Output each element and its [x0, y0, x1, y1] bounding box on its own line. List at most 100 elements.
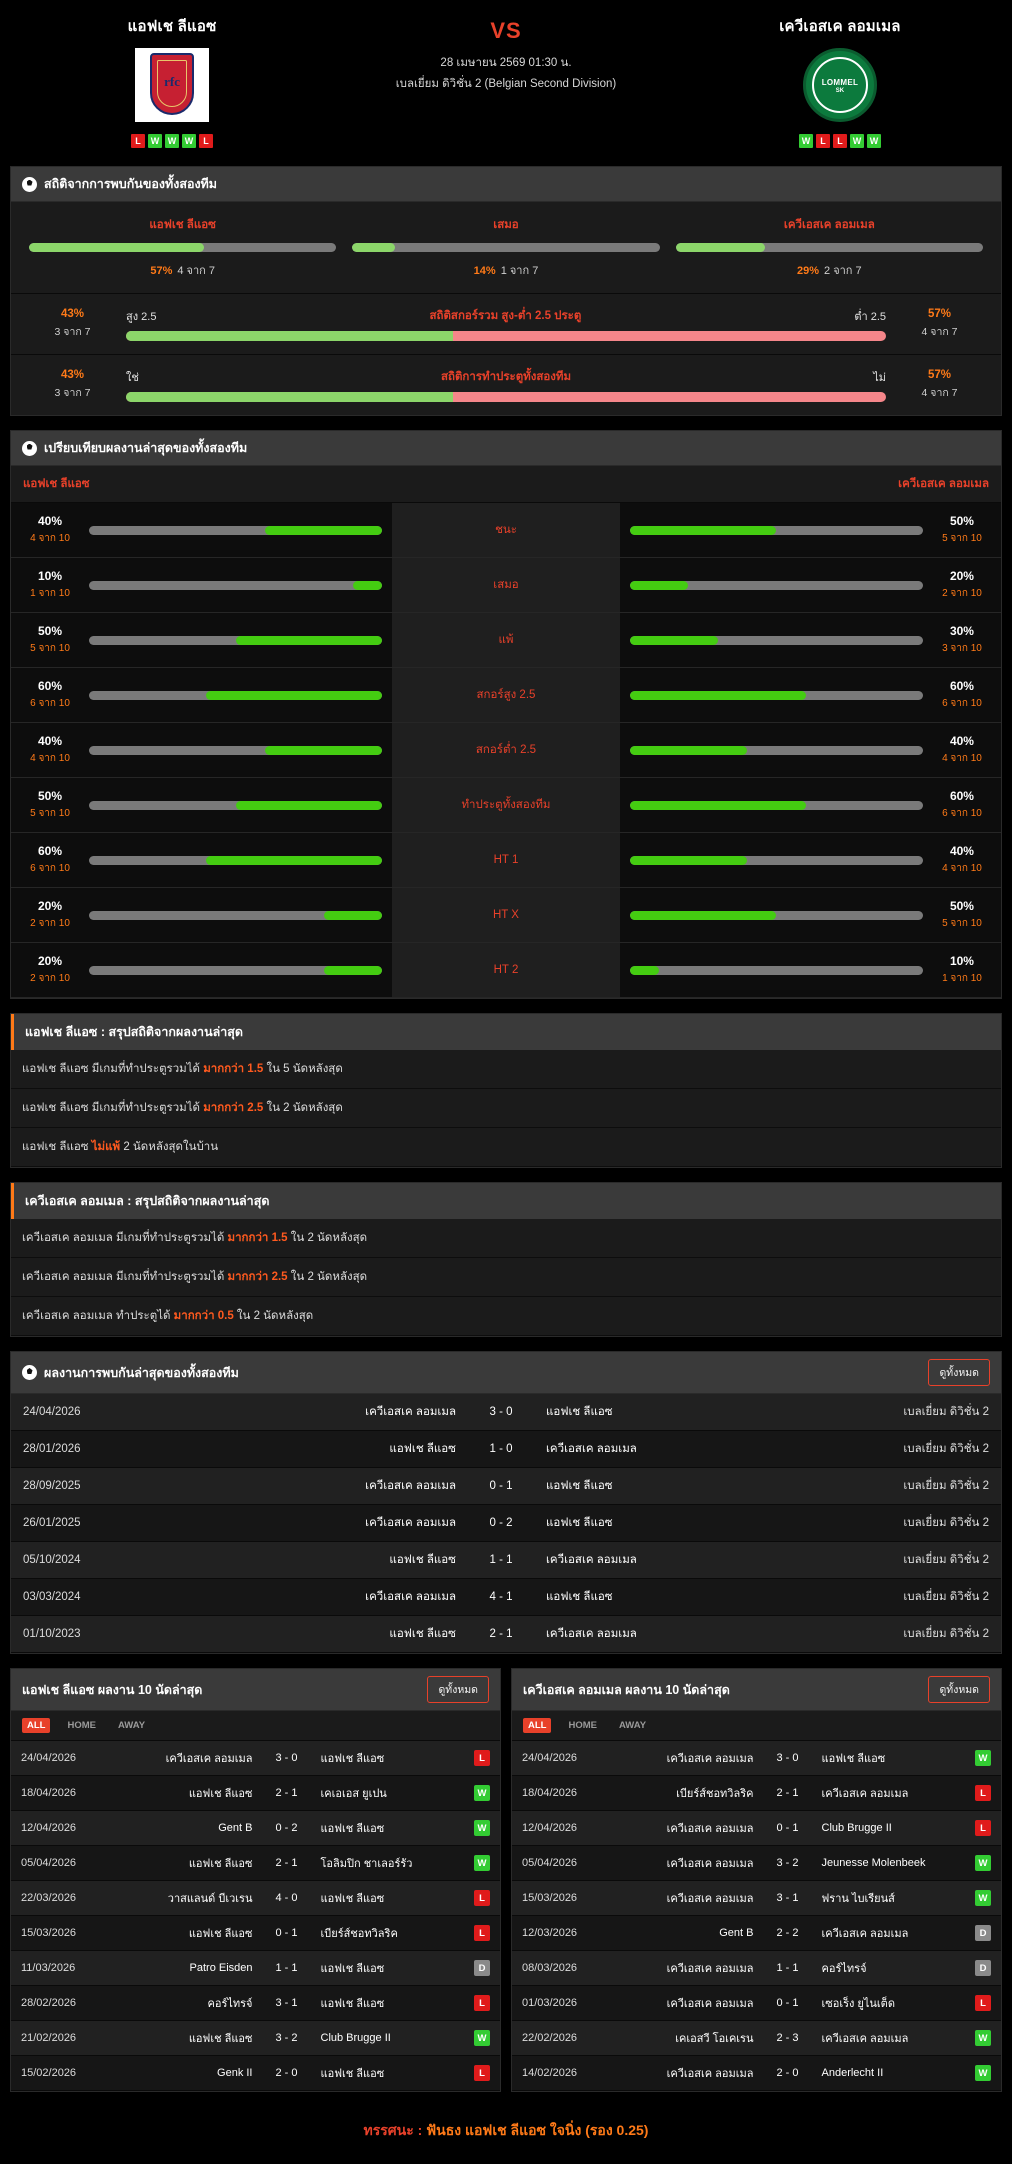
- football-icon: [22, 440, 37, 456]
- summary-line: แอฟเช ลีแอซ ไม่แพ้ 2 นัดหลังสุดในบ้าน: [11, 1128, 1001, 1167]
- compare-metric-label: สกอร์สูง 2.5: [392, 668, 620, 722]
- result-home-team: แอฟเช ลีแอซ: [389, 1628, 456, 1640]
- list-item: 15/03/2026 แอฟเช ลีแอซ 0 - 1 เบียร์ส์ชอทวิล…: [11, 1916, 500, 1951]
- result-date: 24/04/2026: [23, 1406, 81, 1418]
- away-crest-sub: SK: [835, 87, 845, 94]
- h2h-split-right-pct: 57%: [927, 308, 952, 320]
- home-last10-see-all-button[interactable]: ดูทั้งหมด: [427, 1676, 489, 1703]
- result-league: เบลเยี่ยม ดิวิชั่น 2: [903, 1517, 989, 1529]
- result-score: 1 - 1: [489, 1554, 513, 1566]
- compare-away-cell: 60% 6 จาก 10: [619, 778, 1001, 832]
- h2h-segment-label: เสมอ: [493, 219, 519, 231]
- match-away-team: เคเอเอส ยูเปน: [320, 1788, 387, 1800]
- compare-home-bar-fill: [264, 745, 383, 755]
- home-filter-away[interactable]: AWAY: [117, 1720, 146, 1731]
- summary-line-pre: เควีเอสเค ลอมเมล มีเกมที่ทำประตูรวมได้: [22, 1232, 228, 1244]
- compare-home-bar-fill: [235, 800, 383, 810]
- list-item: 05/04/2026 เควีเอสเค ลอมเมล 3 - 2 Jeunesse …: [512, 1846, 1001, 1881]
- h2h-three-way: แอฟเช ลีแอซ 57% 4 จาก 7 เสมอ 14% 1 จาก 7 เควีเ…: [11, 202, 1001, 293]
- compare-away-bar-fill: [629, 635, 718, 645]
- away-last10-title: เควีเอสเค ลอมเมล ผลงาน 10 นัดล่าสุด: [523, 1682, 730, 1697]
- h2h-segment-pct: 57%: [150, 265, 173, 277]
- list-item: 18/04/2026 เบียร์ส์ชอทวิลริค 2 - 1 เควีเอสเ…: [512, 1776, 1001, 1811]
- compare-away-sub: 3 จาก 10: [942, 643, 982, 654]
- compare-home-value: 20% 2 จาก 10: [21, 899, 79, 931]
- form-badge-l: L: [832, 134, 847, 148]
- match-away-team: เควีเอสเค ลอมเมล: [821, 2033, 909, 2045]
- match-home-team: Genk II: [217, 2067, 253, 2079]
- h2h-segment-bar-fill: [352, 243, 396, 252]
- compare-away-bar: [629, 800, 923, 810]
- h2h-split-right-sub: 4 จาก 7: [921, 326, 958, 338]
- compare-home-bar-fill: [235, 635, 383, 645]
- result-league: เบลเยี่ยม ดิวิชั่น 2: [903, 1628, 989, 1640]
- match-date: 11/03/2026: [21, 1962, 76, 1974]
- compare-away-bar: [629, 580, 923, 590]
- h2h-segment-bar: [675, 243, 983, 252]
- result-league: เบลเยี่ยม ดิวิชั่น 2: [903, 1406, 989, 1418]
- match-result-badge-w: W: [975, 2065, 991, 2081]
- h2h-split-labels: ใช่ สถิติการทำประตูทั้งสองทีม ไม่: [126, 368, 886, 386]
- result-home-team: เควีเอสเค ลอมเมล: [365, 1480, 456, 1492]
- match-away-team: แอฟเช ลีแอซ: [320, 1893, 385, 1905]
- away-summary-panel: เควีเอสเค ลอมเมล : สรุปสถิติจากผลงานล่าส…: [10, 1182, 1002, 1337]
- result-away-team: แอฟเช ลีแอซ: [546, 1517, 613, 1529]
- h2h-split-left-pct: 43%: [60, 369, 85, 381]
- compare-metric-label: HT 1: [392, 833, 620, 887]
- home-last10-filters: ALL HOME AWAY: [11, 1711, 500, 1741]
- compare-away-value: 50% 5 จาก 10: [933, 514, 991, 546]
- compare-team-names: แอฟเช ลีแอซ เควีเอสเค ลอมเมล: [11, 466, 1001, 503]
- compare-home-value: 60% 6 จาก 10: [21, 844, 79, 876]
- away-filter-away[interactable]: AWAY: [618, 1720, 647, 1731]
- result-score: 1 - 0: [489, 1443, 513, 1455]
- compare-home-pct: 20%: [37, 954, 63, 968]
- h2h-stats-header: สถิติจากการพบกันของทั้งสองทีม: [11, 167, 1001, 202]
- match-result-badge-w: W: [975, 1855, 991, 1871]
- summary-line-emphasis: มากกว่า 1.5: [203, 1063, 264, 1075]
- match-result-badge-d: D: [975, 1960, 991, 1976]
- away-last10-see-all-button[interactable]: ดูทั้งหมด: [928, 1676, 990, 1703]
- table-row: 28/09/2025 เควีเอสเค ลอมเมล 0 - 1 แอฟเช ลีแ…: [11, 1468, 1001, 1505]
- h2h-see-all-button[interactable]: ดูทั้งหมด: [928, 1359, 990, 1386]
- compare-home-value: 50% 5 จาก 10: [21, 789, 79, 821]
- match-date: 28/02/2026: [21, 1997, 77, 2009]
- away-last10-panel: เควีเอสเค ลอมเมล ผลงาน 10 นัดล่าสุด ดูทั…: [511, 1668, 1002, 2092]
- match-away-team: โอลิมปิก ชาเลอร์รัว: [320, 1858, 413, 1870]
- form-badge-w: W: [148, 134, 163, 148]
- summary-line-post: ใน 2 นัดหลังสุด: [287, 1232, 368, 1244]
- table-row: 03/03/2024 เควีเอสเค ลอมเมล 4 - 1 แอฟเช ลีแ…: [11, 1579, 1001, 1616]
- home-filter-home[interactable]: HOME: [67, 1720, 96, 1731]
- h2h-segment-pct: 14%: [473, 265, 496, 277]
- match-date: 22/02/2026: [522, 2032, 578, 2044]
- match-score: 3 - 1: [776, 1892, 799, 1904]
- compare-away-cell: 40% 4 จาก 10: [619, 833, 1001, 887]
- match-score: 3 - 1: [275, 1997, 298, 2009]
- home-filter-all[interactable]: ALL: [22, 1718, 51, 1733]
- compare-home-name: แอฟเช ลีแอซ: [23, 478, 90, 490]
- away-filter-home[interactable]: HOME: [568, 1720, 597, 1731]
- compare-away-name: เควีเอสเค ลอมเมล: [898, 478, 989, 490]
- compare-away-bar: [629, 635, 923, 645]
- compare-home-pct: 50%: [37, 789, 63, 803]
- compare-metric-label: HT 2: [392, 943, 620, 997]
- away-filter-all[interactable]: ALL: [523, 1718, 552, 1733]
- compare-away-bar: [629, 690, 923, 700]
- match-home-team: แอฟเช ลีแอซ: [188, 1928, 253, 1940]
- summary-line-pre: แอฟเช ลีแอซ มีเกมที่ทำประตูรวมได้: [22, 1063, 204, 1075]
- match-score: 0 - 1: [776, 1997, 799, 2009]
- list-item: 21/02/2026 แอฟเช ลีแอซ 3 - 2 Club Brugge II…: [11, 2021, 500, 2056]
- match-result-badge-w: W: [474, 1785, 490, 1801]
- compare-away-pct: 10%: [949, 954, 974, 968]
- match-result-badge-w: W: [474, 1820, 490, 1836]
- compare-home-bar-fill: [264, 525, 383, 535]
- compare-row: 20% 2 จาก 10 HT X 50% 5 จาก 10: [11, 888, 1001, 943]
- form-badge-w: W: [866, 134, 881, 148]
- compare-home-cell: 40% 4 จาก 10: [11, 723, 393, 777]
- compare-home-bar: [89, 745, 383, 755]
- h2h-results-rows: 24/04/2026 เควีเอสเค ลอมเมล 3 - 0 แอฟเช ลีแ…: [11, 1394, 1001, 1653]
- h2h-segment: เควีเอสเค ลอมเมล 29% 2 จาก 7: [668, 216, 991, 279]
- match-score: 2 - 1: [275, 1857, 298, 1869]
- h2h-segment-sub: 4 จาก 7: [177, 265, 215, 277]
